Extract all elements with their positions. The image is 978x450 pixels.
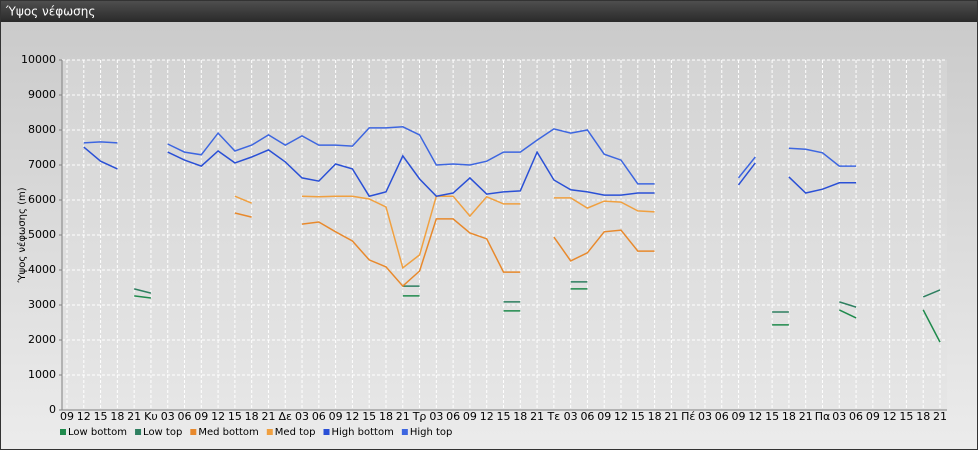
x-tick-label: 09 <box>194 410 208 423</box>
legend-label: High bottom <box>332 427 394 438</box>
y-tick-label: 2000 <box>28 333 56 346</box>
x-tick-label: 15 <box>94 410 108 423</box>
y-tick-label: 9000 <box>28 88 56 101</box>
x-tick-label: 09 <box>329 410 343 423</box>
x-tick-label: 12 <box>77 410 91 423</box>
legend-label: Med bottom <box>198 427 258 438</box>
x-tick-label: 18 <box>110 410 124 423</box>
x-tick-label: 18 <box>379 410 393 423</box>
x-tick-label: 09 <box>866 410 880 423</box>
x-tick-label: Τε <box>547 410 561 423</box>
x-tick-label: 21 <box>933 410 947 423</box>
x-tick-label: 12 <box>748 410 762 423</box>
series-line <box>234 212 655 288</box>
x-tick-label: 12 <box>480 410 494 423</box>
x-tick-label: 18 <box>245 410 259 423</box>
x-tick-label: 06 <box>446 410 460 423</box>
title-bar <box>0 0 978 22</box>
series-line <box>134 288 941 343</box>
y-tick-label: 6000 <box>28 193 56 206</box>
x-tick-label: 21 <box>530 410 544 423</box>
legend-label: Low top <box>143 427 182 438</box>
x-tick-label: 03 <box>161 410 175 423</box>
x-tick-label: 18 <box>513 410 527 423</box>
x-tick-label: 09 <box>463 410 477 423</box>
legend-swatch <box>401 429 408 435</box>
x-tick-label: 09 <box>732 410 746 423</box>
y-tick-label: 7000 <box>28 158 56 171</box>
x-tick-label: 06 <box>580 410 594 423</box>
x-tick-label: 09 <box>60 410 74 423</box>
x-tick-label: Κυ <box>144 410 158 423</box>
x-tick-label: 18 <box>916 410 930 423</box>
x-tick-label: 03 <box>429 410 443 423</box>
x-tick-label: Πα <box>815 410 831 423</box>
x-tick-label: 06 <box>312 410 326 423</box>
y-tick-label: 1000 <box>28 368 56 381</box>
x-tick-label: 03 <box>832 410 846 423</box>
legend-swatch <box>60 429 66 435</box>
legend-label: High top <box>410 427 453 438</box>
x-tick-label: 18 <box>648 410 662 423</box>
y-tick-label: 8000 <box>28 123 56 136</box>
y-tick-label: 4000 <box>28 263 56 276</box>
x-tick-label: Τρ <box>412 410 427 423</box>
x-tick-label: 15 <box>362 410 376 423</box>
x-tick-label: 12 <box>345 410 359 423</box>
y-tick-label: 3000 <box>28 298 56 311</box>
x-tick-label: 21 <box>799 410 813 423</box>
x-tick-label: 21 <box>664 410 678 423</box>
x-tick-label: 15 <box>631 410 645 423</box>
x-tick-label: 03 <box>698 410 712 423</box>
x-tick-label: 21 <box>127 410 141 423</box>
x-tick-label: 09 <box>597 410 611 423</box>
legend-swatch <box>135 429 142 435</box>
x-tick-label: 12 <box>883 410 897 423</box>
x-tick-label: 06 <box>178 410 192 423</box>
x-tick-label: 15 <box>899 410 913 423</box>
series-line <box>83 126 857 185</box>
x-tick-label: 12 <box>614 410 628 423</box>
x-tick-label: 06 <box>849 410 863 423</box>
x-tick-label: 21 <box>261 410 275 423</box>
x-tick-label: 21 <box>396 410 410 423</box>
y-tick-label: 10000 <box>21 53 56 66</box>
x-tick-label: 12 <box>211 410 225 423</box>
x-tick-label: 15 <box>765 410 779 423</box>
y-axis-label: Ύψος νέφωσης (m) <box>16 187 28 283</box>
legend-label: Low bottom <box>68 427 127 438</box>
x-tick-label: 18 <box>782 410 796 423</box>
series-line <box>134 281 941 313</box>
legend-label: Med top <box>275 427 316 438</box>
legend-swatch <box>266 429 273 435</box>
y-tick-label: 0 <box>49 403 56 416</box>
x-tick-label: 15 <box>228 410 242 423</box>
series-line <box>83 146 857 198</box>
window-title: Ύψος νέφωσης <box>5 5 95 19</box>
legend-swatch <box>323 429 330 435</box>
x-tick-label: 15 <box>497 410 511 423</box>
x-tick-label: Πέ <box>681 410 695 423</box>
y-tick-label: 5000 <box>28 228 56 241</box>
x-tick-label: Δε <box>279 410 293 423</box>
x-tick-label: 03 <box>564 410 578 423</box>
legend-swatch <box>190 429 197 435</box>
x-tick-label: 03 <box>295 410 309 423</box>
series-line <box>234 195 655 270</box>
x-tick-label: 06 <box>715 410 729 423</box>
